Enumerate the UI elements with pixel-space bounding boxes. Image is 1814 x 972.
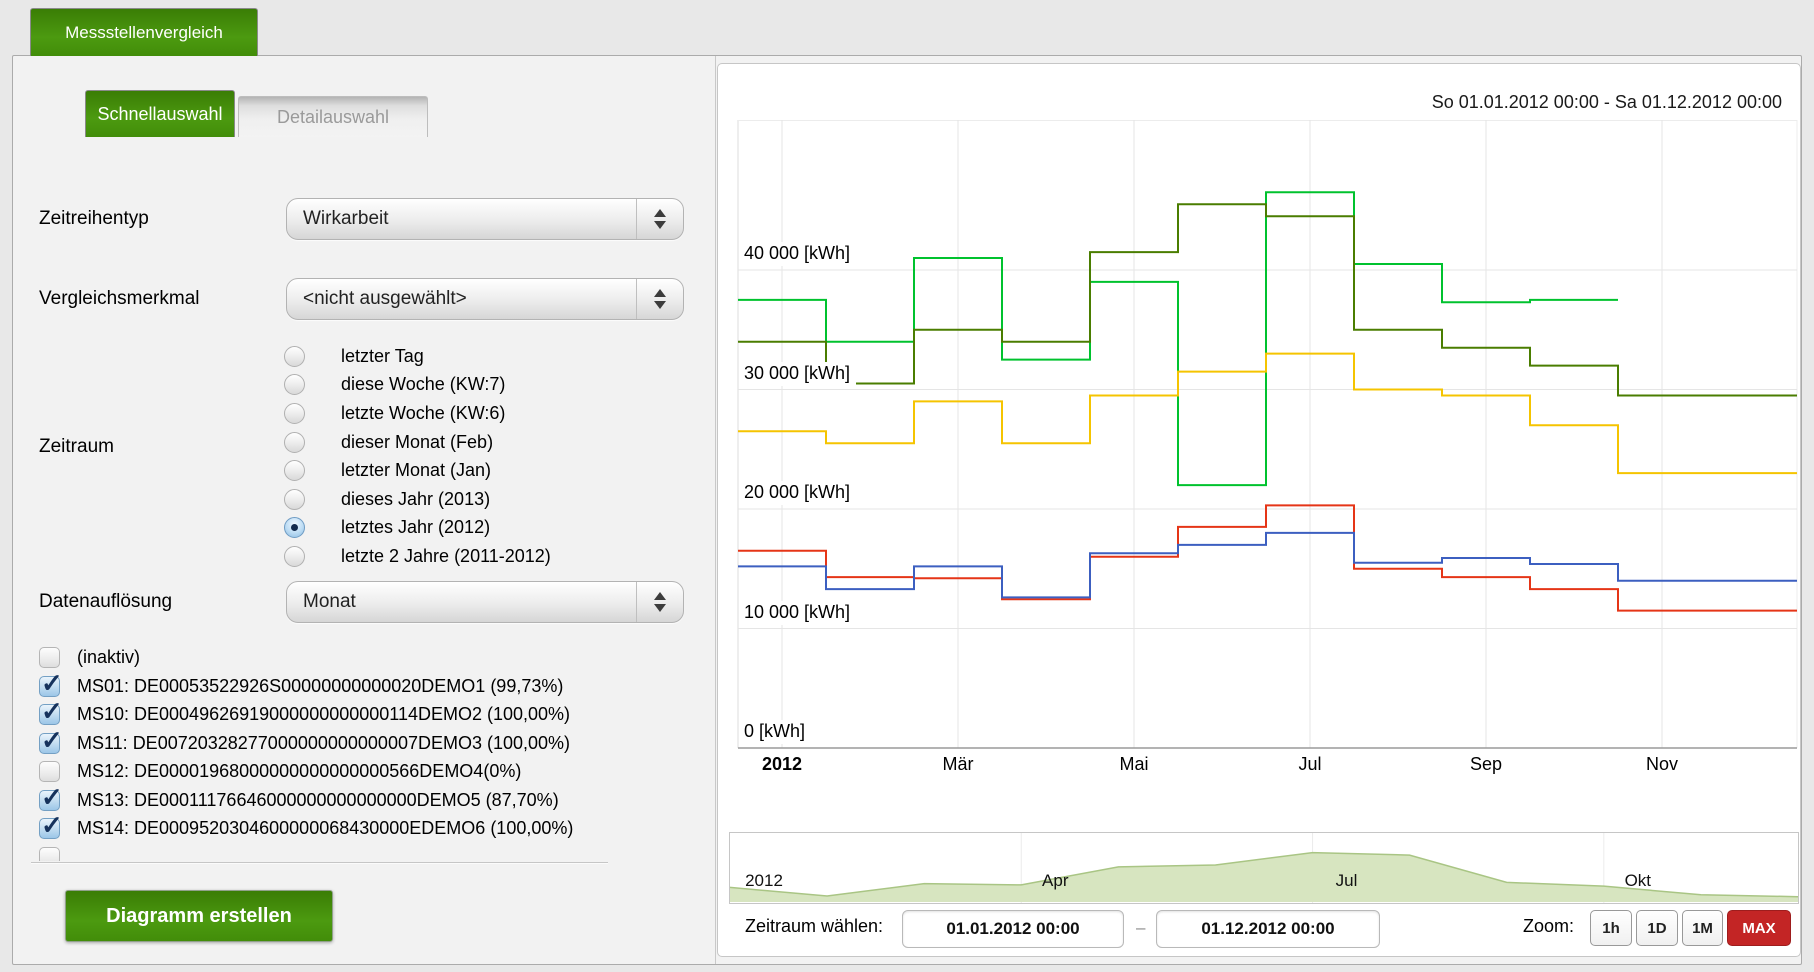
zoom-1d-label: 1D <box>1647 919 1667 937</box>
navigator-tick-label: Apr <box>1042 871 1069 890</box>
station-row-clipped[interactable] <box>39 847 60 861</box>
checkbox-icon[interactable] <box>39 847 60 861</box>
zoom-max-label: MAX <box>1742 919 1776 937</box>
radio-letzte-woche[interactable]: letzte Woche (KW:6) <box>284 399 551 428</box>
datenaufloesung-select[interactable]: Monat <box>286 581 684 623</box>
select-spinner-icon <box>636 279 683 319</box>
x-tick-label: Sep <box>1469 754 1503 774</box>
x-tick-label: Mai <box>1119 754 1149 774</box>
date-to-value: 01.12.2012 00:00 <box>1201 919 1335 938</box>
radio-selected-icon[interactable] <box>284 517 305 539</box>
navigator-area-chart[interactable] <box>729 833 1799 903</box>
zeitraum-waehlen-label: Zeitraum wählen: <box>745 916 884 936</box>
select-spinner-icon <box>636 199 683 239</box>
radio-icon[interactable] <box>284 545 305 567</box>
main-tab-label: Messstellenvergleich <box>65 22 223 42</box>
station-row-ms11[interactable]: MS11: DE00720328277000000000000007DEMO3 … <box>39 725 570 756</box>
radio-diese-woche[interactable]: diese Woche (KW:7) <box>284 371 551 400</box>
create-button-label: Diagramm erstellen <box>106 904 292 927</box>
radio-icon[interactable] <box>284 488 305 510</box>
navigator-tick-label: Jul <box>1335 871 1358 890</box>
radio-icon[interactable] <box>284 431 305 453</box>
y-tick-label: 10 000 [kWh] <box>742 600 857 625</box>
y-tick-label: 0 [kWh] <box>742 720 812 744</box>
vergleichsmerkmal-select[interactable]: <nicht ausgewählt> <box>286 278 684 320</box>
y-tick-label: 40 000 [kWh] <box>742 242 857 266</box>
radio-icon[interactable] <box>284 402 305 424</box>
station-row-ms01[interactable]: MS01: DE00053522926S00000000000020DEMO1 … <box>39 668 563 699</box>
y-tick-label: 30 000 [kWh] <box>742 361 857 386</box>
navigator-tick-label: Okt <box>1624 871 1652 890</box>
radio-letzter-monat[interactable]: letzter Monat (Jan) <box>284 456 551 485</box>
checkbox-checked-icon[interactable] <box>39 782 63 813</box>
selection-pane: Schnellauswahl Detailauswahl Zeitreihent… <box>13 56 716 964</box>
checkbox-checked-icon[interactable] <box>39 810 63 841</box>
tab-messstellenvergleich[interactable]: Messstellenvergleich <box>30 8 258 56</box>
select-spinner-icon <box>636 582 683 622</box>
zeitraum-label: Zeitraum <box>39 436 114 457</box>
checkbox-checked-icon[interactable] <box>39 725 63 756</box>
divider <box>31 862 608 864</box>
checkbox-checked-icon[interactable] <box>39 696 63 727</box>
checkbox-icon[interactable] <box>39 761 60 782</box>
radio-dieser-monat[interactable]: dieser Monat (Feb) <box>284 428 551 457</box>
diagramm-erstellen-button[interactable]: Diagramm erstellen <box>65 890 333 942</box>
vergleichsmerkmal-value: <nicht ausgewählt> <box>303 288 467 309</box>
radio-icon[interactable] <box>284 374 305 396</box>
zoom-label: Zoom: <box>1523 916 1575 936</box>
tab-detailauswahl-label: Detailauswahl <box>276 106 390 127</box>
tab-detailauswahl[interactable]: Detailauswahl <box>238 96 428 137</box>
radio-letztes-jahr[interactable]: letztes Jahr (2012) <box>284 514 551 543</box>
date-from-value: 01.01.2012 00:00 <box>946 919 1080 938</box>
x-tick-label: Mär <box>942 754 974 774</box>
station-row-ms12[interactable]: MS12: DE00001968000000000000000566DEMO4(… <box>39 761 521 782</box>
radio-letzte-2-jahre[interactable]: letzte 2 Jahre (2011-2012) <box>284 542 551 571</box>
radio-icon[interactable] <box>284 345 305 367</box>
datenaufloesung-value: Monat <box>303 591 356 612</box>
station-row-ms13[interactable]: MS13: DE00011176646000000000000000DEMO5 … <box>39 782 559 813</box>
zoom-1m-label: 1M <box>1692 919 1713 937</box>
zeitreihentyp-value: Wirkarbeit <box>303 208 389 229</box>
date-from-input[interactable]: 01.01.2012 00:00 <box>902 910 1124 948</box>
zoom-max-button[interactable]: MAX <box>1727 910 1791 946</box>
datenaufloesung-label: Datenauflösung <box>39 591 173 612</box>
station-row-inaktiv[interactable]: (inaktiv) <box>39 647 140 668</box>
radio-icon[interactable] <box>284 460 305 482</box>
zoom-1m-button[interactable]: 1M <box>1682 910 1723 946</box>
zoom-1d-button[interactable]: 1D <box>1636 910 1678 946</box>
zeitreihentyp-select[interactable]: Wirkarbeit <box>286 198 684 240</box>
y-tick-label: 20 000 [kWh] <box>742 481 857 505</box>
navigator-tick-label: 2012 <box>745 871 783 890</box>
zoom-1h-label: 1h <box>1602 919 1620 937</box>
navigator[interactable]: 2012 Apr Jul Okt <box>729 832 1799 904</box>
chart-plot-area[interactable] <box>718 120 1802 752</box>
date-range-separator: – <box>1136 918 1146 937</box>
vergleichsmerkmal-label: Vergleichsmerkmal <box>39 288 200 309</box>
x-tick-label: Nov <box>1645 754 1678 774</box>
x-tick-label: 2012 <box>761 754 803 774</box>
chart-range-title: So 01.01.2012 00:00 - Sa 01.12.2012 00:0… <box>1431 92 1782 112</box>
station-list: (inaktiv) MS01: DE00053522926S0000000000… <box>39 647 679 861</box>
main-panel: Schnellauswahl Detailauswahl Zeitreihent… <box>12 55 1802 965</box>
tab-schnellauswahl-label: Schnellauswahl <box>97 103 223 124</box>
date-to-input[interactable]: 01.12.2012 00:00 <box>1156 910 1380 948</box>
station-row-ms10[interactable]: MS10: DE00049626919000000000000114DEMO2 … <box>39 696 570 727</box>
station-row-ms14[interactable]: MS14: DE0009520304600000068430000EDEMO6 … <box>39 810 573 841</box>
radio-dieses-jahr[interactable]: dieses Jahr (2013) <box>284 485 551 514</box>
checkbox-icon[interactable] <box>39 647 60 668</box>
tab-schnellauswahl[interactable]: Schnellauswahl <box>85 90 235 137</box>
zoom-1h-button[interactable]: 1h <box>1590 910 1632 946</box>
zeitraum-options: letzter Tag diese Woche (KW:7) letzte Wo… <box>284 342 551 571</box>
x-tick-label: Jul <box>1298 754 1322 774</box>
radio-letzter-tag[interactable]: letzter Tag <box>284 342 551 371</box>
zeitreihentyp-label: Zeitreihentyp <box>39 208 149 229</box>
chart-card: So 01.01.2012 00:00 - Sa 01.12.2012 00:0… <box>717 63 1801 957</box>
checkbox-checked-icon[interactable] <box>39 668 63 699</box>
